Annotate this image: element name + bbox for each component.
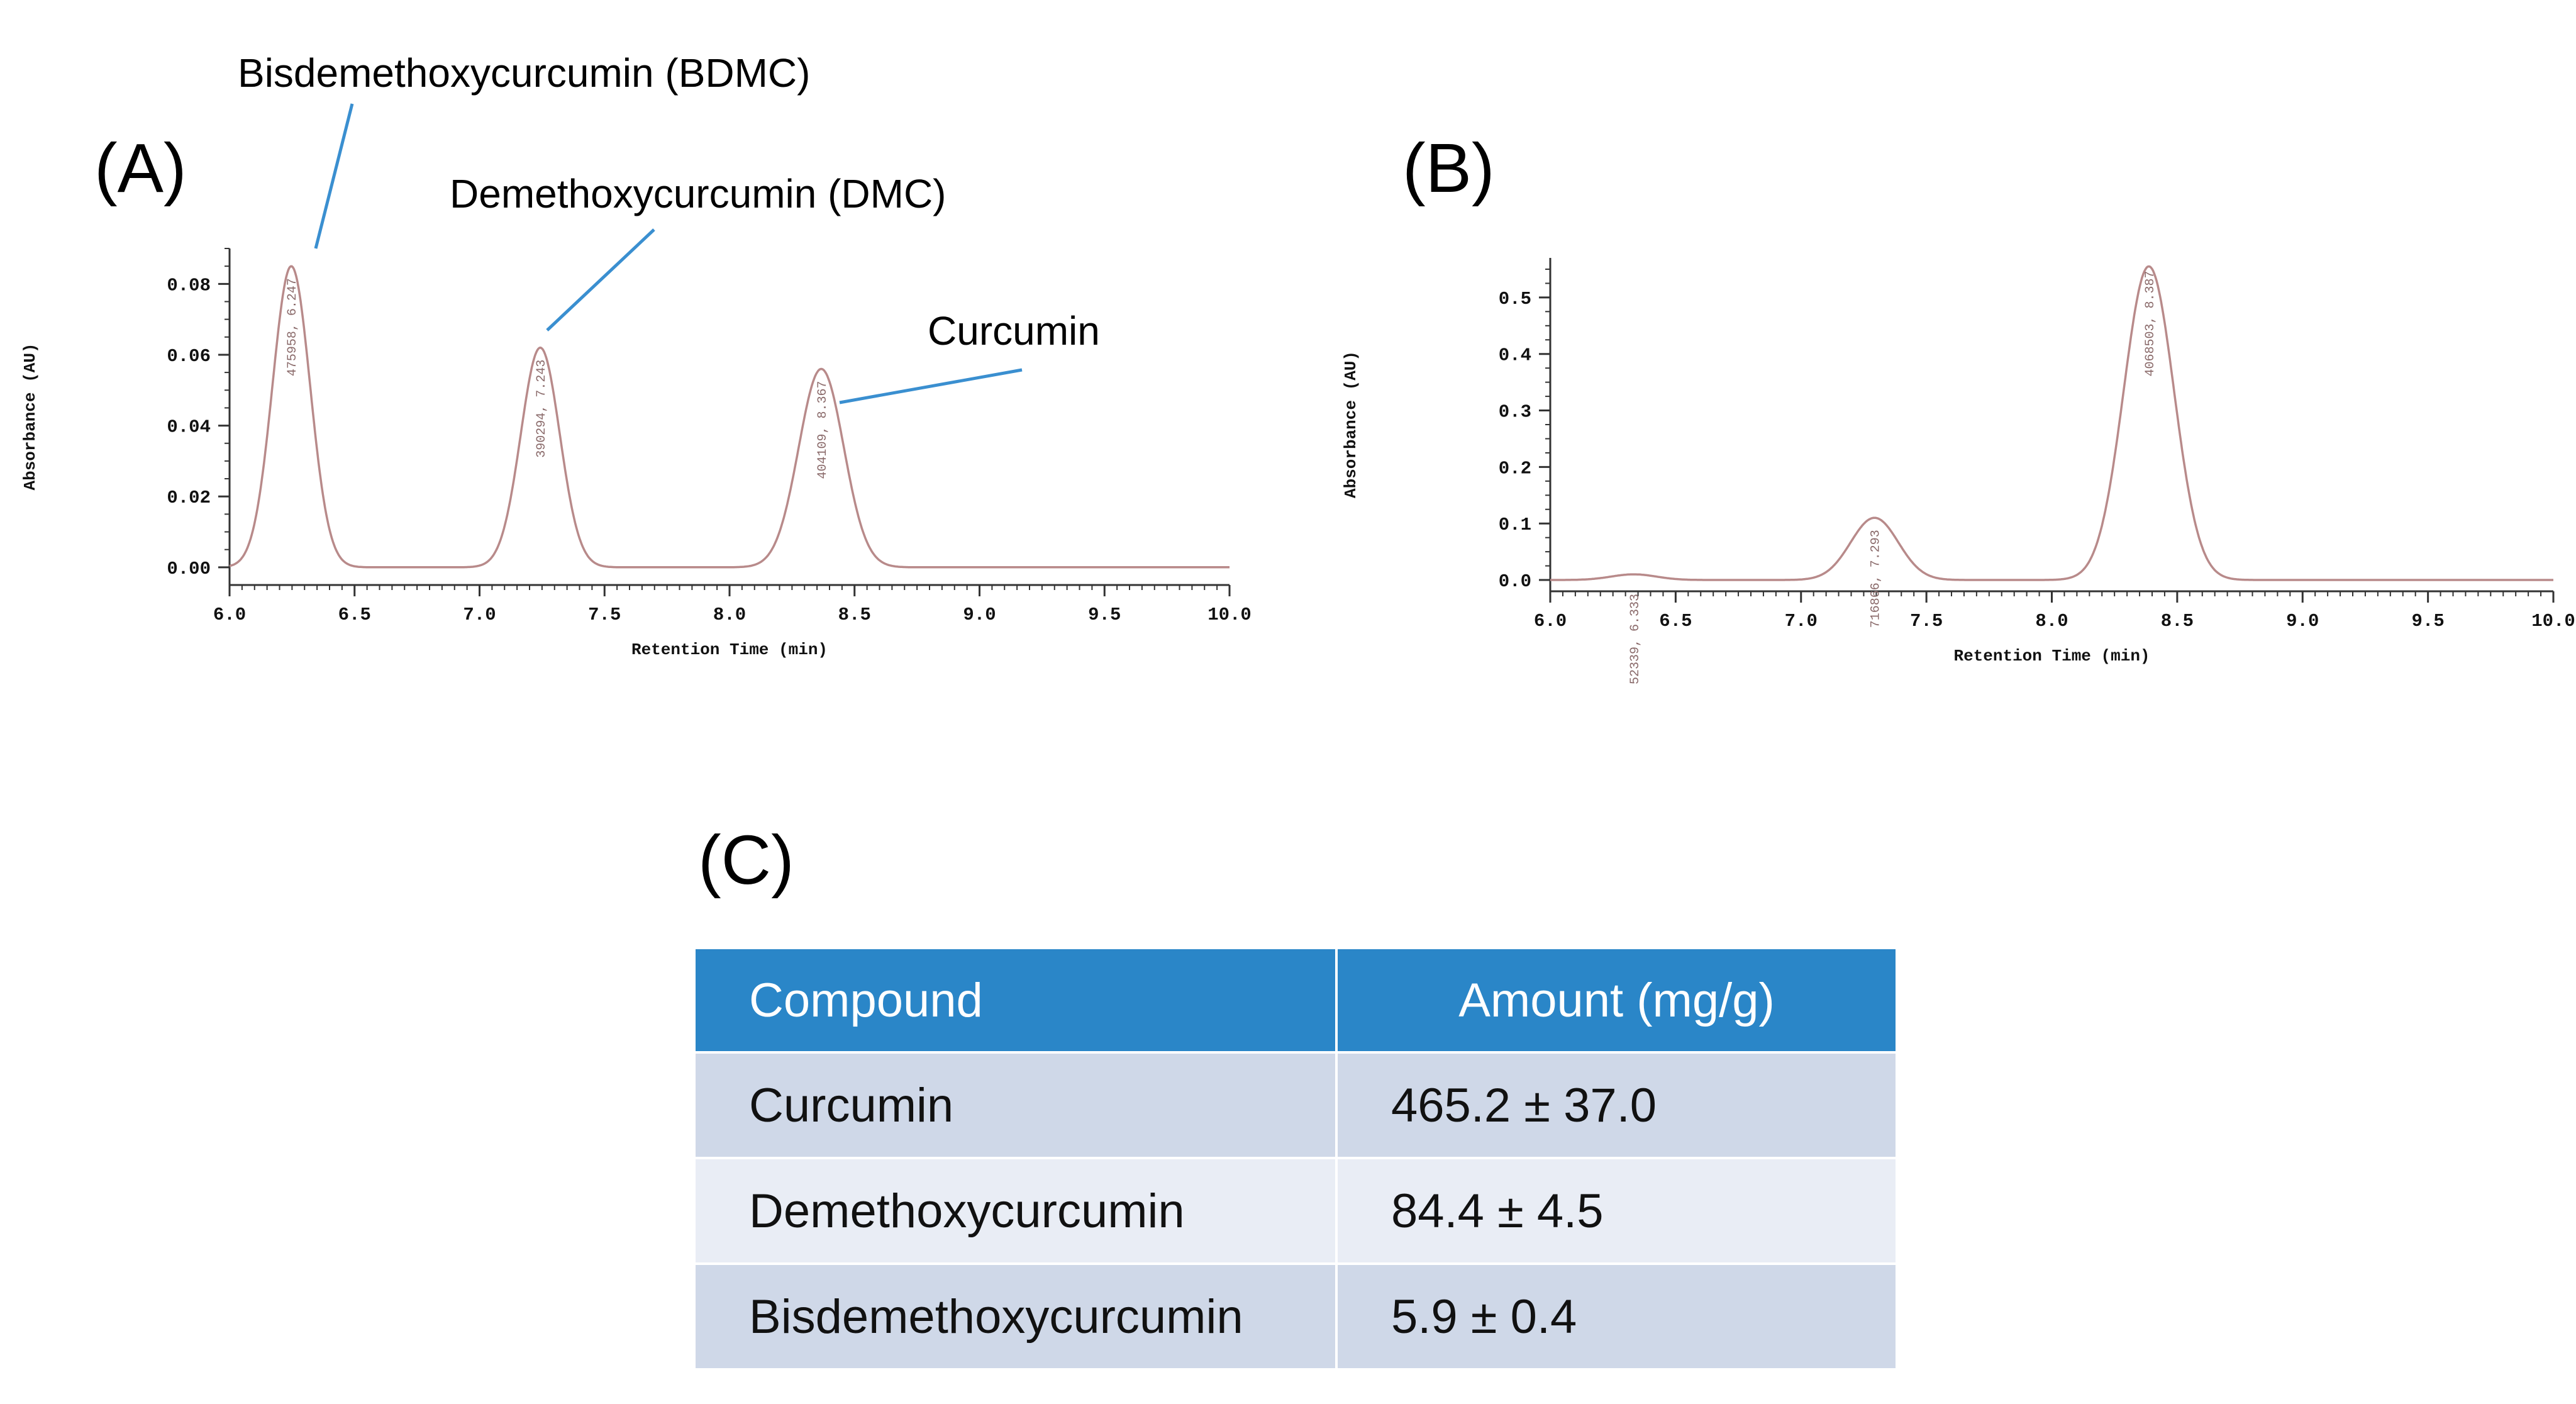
y-tick-label: 0.08: [167, 275, 211, 296]
x-tick-label: 9.0: [963, 604, 996, 625]
annotation-curcumin: Curcumin: [928, 308, 1100, 354]
leader-line-dmc: [546, 228, 655, 332]
peak-label: 52339, 6.333: [1628, 594, 1643, 684]
annotation-bdmc: Bisdemethoxycurcumin (BDMC): [238, 50, 810, 96]
x-tick-label: 9.5: [2412, 611, 2445, 632]
leader-line-curcumin: [839, 368, 1023, 404]
table-header-row: Compound Amount (mg/g): [693, 947, 1898, 1054]
y-tick-label: 0.1: [1499, 515, 1531, 535]
y-tick-label: 0.3: [1499, 402, 1531, 423]
x-tick-label: 8.0: [2035, 611, 2068, 632]
chromatogram-a: 6.0 6.5 7.0 7.5 8.0 8.5 9.0 9.5 10.0 0.00 0.02 0.04…: [21, 248, 1252, 659]
y-tick-label: 0.04: [167, 417, 211, 438]
x-tick-label: 10.0: [1208, 604, 1252, 625]
y-tick-label: 0.0: [1499, 571, 1531, 592]
y-tick-label: 0.5: [1499, 289, 1531, 309]
x-tick-label: 8.5: [2161, 611, 2194, 632]
peak-label: 475958, 6.247: [286, 278, 300, 376]
y-tick-label: 0.2: [1499, 458, 1531, 479]
x-tick-label: 10.0: [2531, 611, 2575, 632]
chromatogram-trace: [1550, 265, 2553, 581]
cell-amount: 465.2 ± 37.0: [1335, 1051, 1898, 1159]
header-compound: Compound: [693, 947, 1338, 1054]
peak-label: 390294, 7.243: [535, 360, 549, 458]
y-axis-title: Absorbance (AU): [21, 343, 40, 490]
x-tick-label: 7.0: [1785, 611, 1818, 632]
y-tick-label: 0.06: [167, 346, 211, 367]
table-row: Demethoxycurcumin 84.4 ± 4.5: [693, 1157, 1898, 1265]
x-tick-label: 7.5: [1910, 611, 1943, 632]
table-row: Curcumin 465.2 ± 37.0: [693, 1051, 1898, 1159]
x-axis-title: Retention Time (min): [631, 640, 828, 659]
annotation-dmc: Demethoxycurcumin (DMC): [450, 171, 946, 216]
x-tick-label: 9.0: [2286, 611, 2319, 632]
cell-compound: Bisdemethoxycurcumin: [693, 1262, 1338, 1371]
peak-label: 4068503, 8.387: [2143, 270, 2158, 376]
cell-compound: Demethoxycurcumin: [693, 1157, 1338, 1265]
x-tick-label: 7.0: [463, 604, 496, 625]
y-axis-title: Absorbance (AU): [1341, 351, 1360, 498]
x-tick-label: 6.5: [338, 604, 371, 625]
x-tick-label: 6.0: [1534, 611, 1567, 632]
y-tick-label: 0.02: [167, 488, 211, 508]
x-tick-label: 8.0: [713, 604, 746, 625]
cell-compound: Curcumin: [693, 1051, 1338, 1159]
header-amount: Amount (mg/g): [1335, 947, 1898, 1054]
chromatogram-trace: [229, 265, 1230, 569]
peak-label: 716866, 7.293: [1869, 530, 1884, 628]
x-tick-label: 7.5: [588, 604, 621, 625]
results-table: Compound Amount (mg/g) Curcumin 465.2 ± …: [693, 947, 1898, 1371]
x-tick-label: 6.0: [213, 604, 246, 625]
panel-c-label: (C): [698, 822, 794, 899]
x-tick-label: 8.5: [838, 604, 871, 625]
cell-amount: 84.4 ± 4.5: [1335, 1157, 1898, 1265]
table-row: Bisdemethoxycurcumin 5.9 ± 0.4: [693, 1262, 1898, 1371]
y-tick-label: 0.00: [167, 559, 211, 579]
cell-amount: 5.9 ± 0.4: [1335, 1262, 1898, 1371]
x-tick-label: 6.5: [1659, 611, 1692, 632]
panel-b-label: (B): [1402, 130, 1495, 207]
panel-a-label: (A): [94, 130, 187, 207]
peak-label: 404109, 8.367: [816, 381, 830, 479]
x-axis-title: Retention Time (min): [1953, 647, 2150, 666]
chromatogram-b: 6.0 6.5 7.0 7.5 8.0 8.5 9.0 9.5 10.0 0.0 0.1 0.2 0.3…: [1341, 258, 2575, 684]
leader-line-bdmc: [314, 103, 354, 249]
y-tick-label: 0.4: [1499, 345, 1531, 366]
x-tick-label: 9.5: [1088, 604, 1121, 625]
